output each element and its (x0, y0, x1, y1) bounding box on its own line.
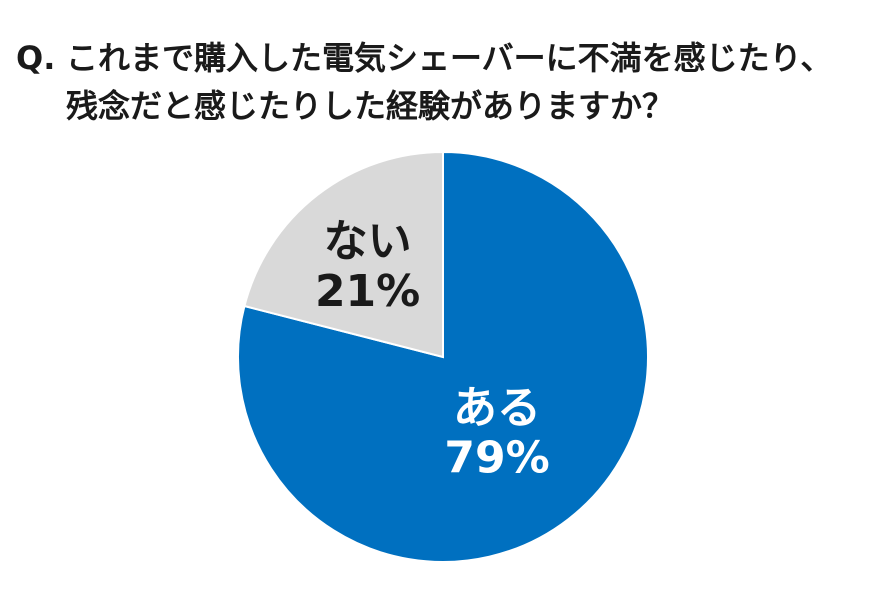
question-prefix: Q. (16, 39, 56, 77)
question-line-2: 残念だと感じたりした経験がありますか？ (16, 82, 876, 130)
question-text: Q. これまで購入した電気シェーバーに不満を感じたり、 残念だと感じたりした経験… (16, 34, 876, 130)
pie-slice-2 (243, 150, 444, 359)
pie-slice-1-value: 79% (444, 433, 549, 484)
pie-slice-1-label: ある (453, 383, 541, 434)
pie-slices (237, 150, 649, 563)
question-line-2-text: 残念だと感じたりした経験がありますか？ (66, 87, 675, 125)
question-line-1: Q. これまで購入した電気シェーバーに不満を感じたり、 (16, 34, 876, 82)
pie-slice-2-value: 21% (315, 266, 420, 317)
pie-slice-2-label: ない (324, 216, 412, 267)
question-line-1-text: これまで購入した電気シェーバーに不満を感じたり、 (66, 39, 833, 77)
